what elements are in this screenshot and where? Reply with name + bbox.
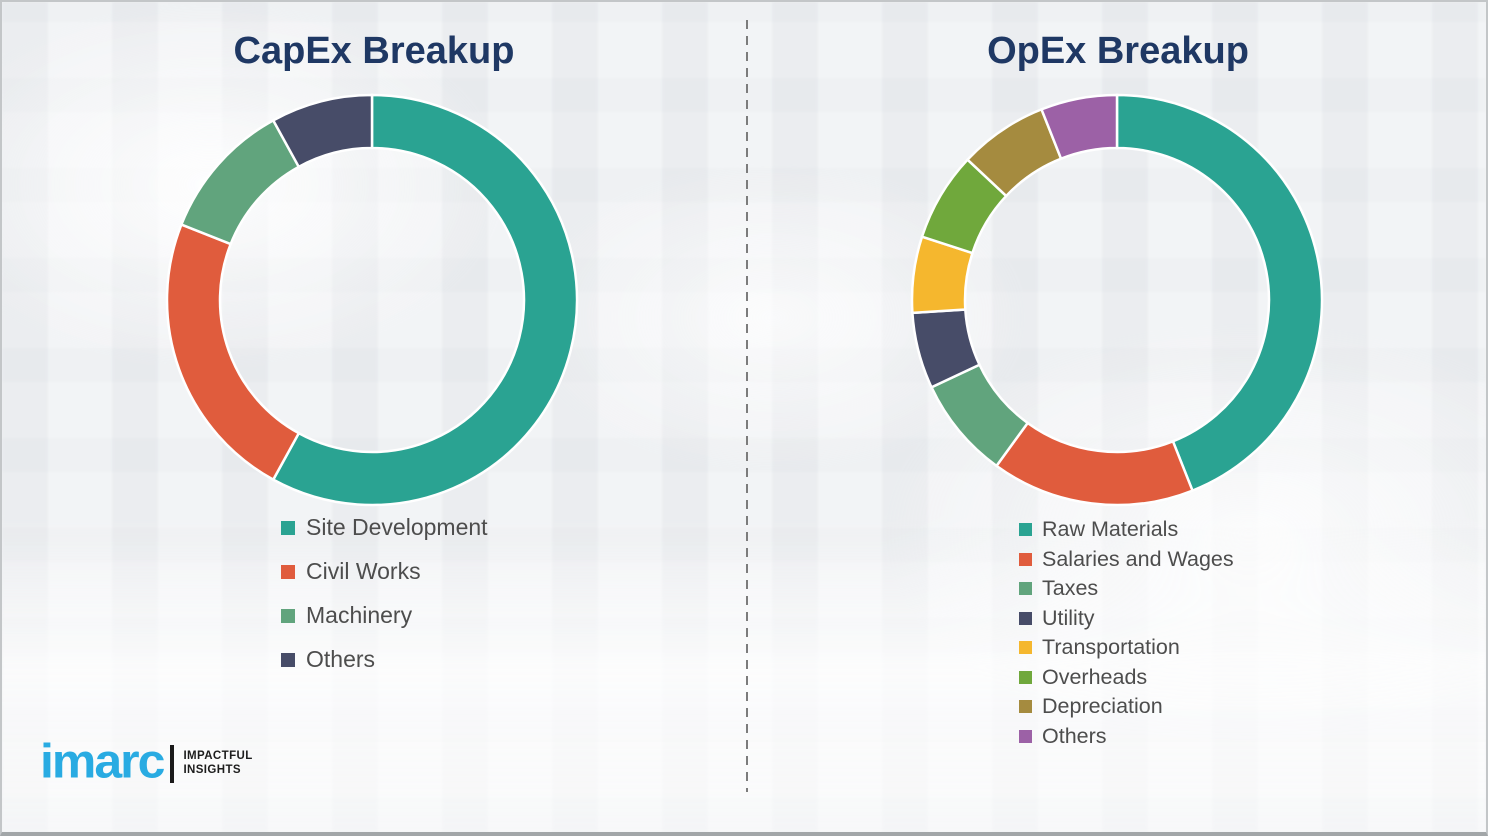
legend-item-civil-works: Civil Works (281, 560, 488, 583)
legend-item-others: Others (1019, 723, 1234, 748)
legend-item-transportation: Transportation (1019, 635, 1234, 659)
legend-item-others: Others (281, 648, 488, 671)
imarc-logo-tagline: IMPACTFUL INSIGHTS (183, 750, 252, 778)
donut-segment-others (1039, 93, 1119, 161)
opex-chart-title: OpEx Breakup (987, 30, 1249, 72)
legend-label: Site Development (306, 514, 488, 540)
legend-label: Utility (1042, 605, 1095, 630)
capex-donut-svg (165, 93, 579, 507)
legend-item-salaries-and-wages: Salaries and Wages (1019, 546, 1234, 571)
legend-label: Raw Materials (1042, 517, 1179, 541)
donut-segment-machinery (179, 118, 301, 246)
legend-item-utility: Utility (1019, 605, 1234, 630)
donut-segment-civil-works (165, 222, 301, 482)
legend-swatch-icon (281, 564, 295, 579)
legend-swatch-icon (1019, 582, 1032, 596)
legend-label: Civil Works (306, 558, 421, 584)
opex-donut-chart (910, 93, 1324, 507)
donut-segment-raw-materials (1115, 93, 1324, 493)
legend-item-taxes: Taxes (1019, 576, 1234, 600)
opex-legend: Raw Materials Salaries and Wages Taxes Util… (1019, 517, 1234, 755)
donut-segment-site-development (271, 93, 579, 507)
imarc-logo: imarc IMPACTFUL INSIGHTS (40, 736, 253, 786)
legend-label: Depreciation (1042, 694, 1163, 718)
legend-swatch-icon (281, 520, 295, 535)
legend-swatch-icon (1019, 729, 1032, 743)
capex-chart-title: CapEx Breakup (233, 30, 515, 72)
legend-label: Salaries and Wages (1042, 546, 1234, 571)
legend-label: Machinery (306, 602, 413, 628)
legend-label: Others (1042, 723, 1107, 748)
imarc-logo-separator-bar (170, 745, 175, 783)
legend-swatch-icon (281, 652, 295, 667)
legend-label: Overheads (1042, 664, 1148, 689)
legend-item-machinery: Machinery (281, 604, 488, 627)
legend-item-depreciation: Depreciation (1019, 694, 1234, 718)
imarc-logo-wordmark: imarc (40, 734, 165, 788)
donut-segment-others (271, 93, 374, 169)
dashed-divider-line (746, 20, 748, 792)
legend-label: Transportation (1042, 635, 1180, 659)
legend-swatch-icon (1019, 670, 1032, 684)
legend-swatch-icon (1019, 552, 1032, 566)
imarc-tagline-line2: INSIGHTS (183, 764, 241, 776)
legend-swatch-icon (1019, 523, 1032, 537)
legend-label: Taxes (1042, 576, 1099, 600)
legend-item-site-development: Site Development (281, 516, 488, 539)
legend-item-raw-materials: Raw Materials (1019, 517, 1234, 541)
legend-label: Others (306, 646, 376, 672)
capex-donut-chart (165, 93, 579, 507)
legend-swatch-icon (1019, 700, 1032, 714)
legend-swatch-icon (281, 608, 295, 623)
imarc-tagline-line1: IMPACTFUL (183, 750, 253, 763)
capex-legend: Site Development Civil Works Machinery Othe… (281, 516, 488, 692)
donut-segment-salaries-and-wages (994, 421, 1195, 507)
opex-donut-svg (910, 93, 1324, 507)
legend-swatch-icon (1019, 611, 1032, 625)
legend-swatch-icon (1019, 641, 1032, 655)
legend-item-overheads: Overheads (1019, 664, 1234, 689)
